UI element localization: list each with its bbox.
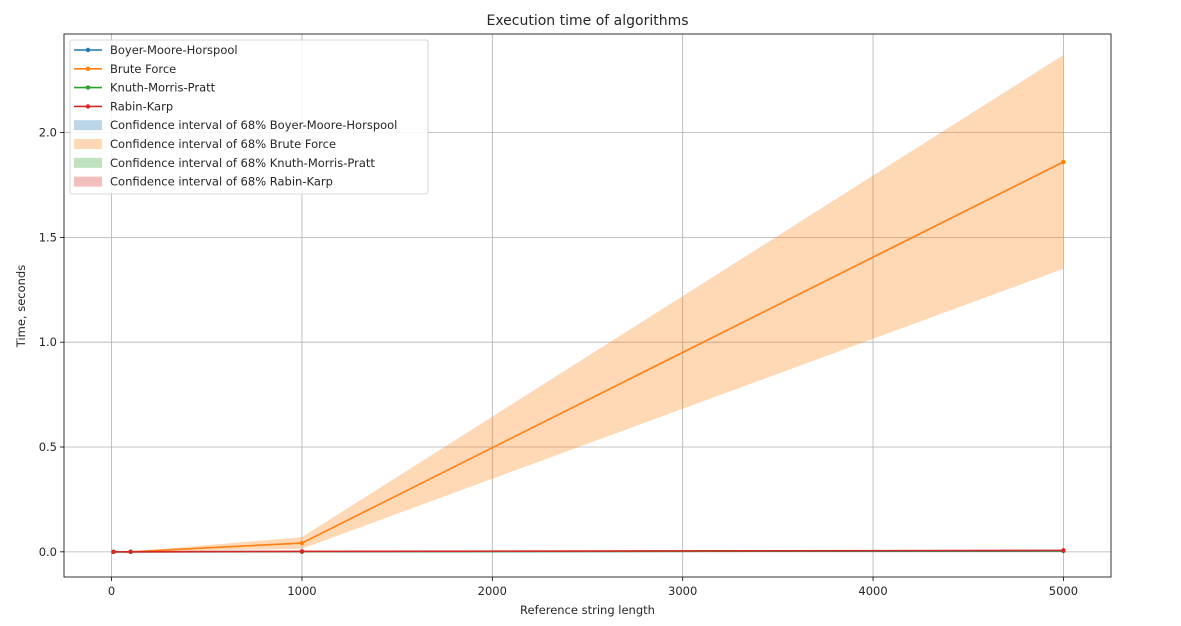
legend-entry: Confidence interval of 68% Rabin-Karp: [110, 175, 333, 189]
legend-entry: Knuth-Morris-Pratt: [110, 81, 216, 95]
legend-entry: Confidence interval of 68% Brute Force: [110, 137, 336, 151]
point-brute-force: [1061, 159, 1066, 165]
axis-ticks: 0 1000 2000 3000 4000 5000 0.0 0.5 1.0 1.5 2.0: [39, 126, 1078, 598]
legend-entry: Boyer-Moore-Horspool: [110, 43, 238, 57]
legend: Boyer-Moore-Horspool Brute Force Knuth-Mor…: [69, 39, 429, 195]
y-axis-label: Time, seconds: [14, 265, 28, 348]
x-axis-label: Reference string length: [520, 603, 655, 617]
y-tick-label: 0.5: [39, 440, 57, 454]
x-tick-label: 5000: [1049, 584, 1078, 598]
point-rabin-karp: [299, 549, 305, 554]
x-tick-label: 0: [108, 584, 115, 598]
point-rabin-karp: [1061, 548, 1066, 553]
line-rabin-karp: [113, 549, 1064, 553]
x-tick-label: 2000: [478, 584, 507, 598]
x-tick-label: 4000: [858, 584, 887, 598]
y-tick-label: 2.0: [39, 126, 57, 140]
legend-entry: Brute Force: [110, 62, 176, 76]
legend-entry: Confidence interval of 68% Boyer-Moore-H…: [110, 118, 397, 132]
legend-band-swatch: [74, 176, 102, 187]
band-brute-force: [113, 54, 1064, 552]
legend-marker: [85, 47, 91, 53]
x-tick-label: 1000: [287, 584, 316, 598]
legend-entry: Confidence interval of 68% Knuth-Morris-…: [110, 156, 375, 170]
point-rabin-karp: [111, 549, 116, 555]
legend-marker: [85, 85, 91, 90]
plot-frame: [63, 33, 1112, 578]
legend-marker: [85, 104, 91, 109]
legend-marker: [85, 66, 91, 72]
legend-frame: [69, 39, 429, 195]
y-tick-label: 1.0: [39, 335, 57, 349]
y-tick-label: 0.0: [39, 545, 57, 559]
y-tick-label: 1.5: [39, 230, 57, 244]
point-brute-force: [299, 540, 305, 546]
series-lines: [111, 159, 1066, 555]
chart-title: Execution time of algorithms: [486, 13, 688, 29]
x-tick-label: 3000: [668, 584, 697, 598]
legend-band-swatch: [74, 139, 102, 149]
legend-entry: Rabin-Karp: [110, 99, 173, 113]
point-rabin-karp: [128, 549, 133, 554]
legend-band-swatch: [74, 157, 102, 168]
legend-band-swatch: [74, 120, 102, 131]
